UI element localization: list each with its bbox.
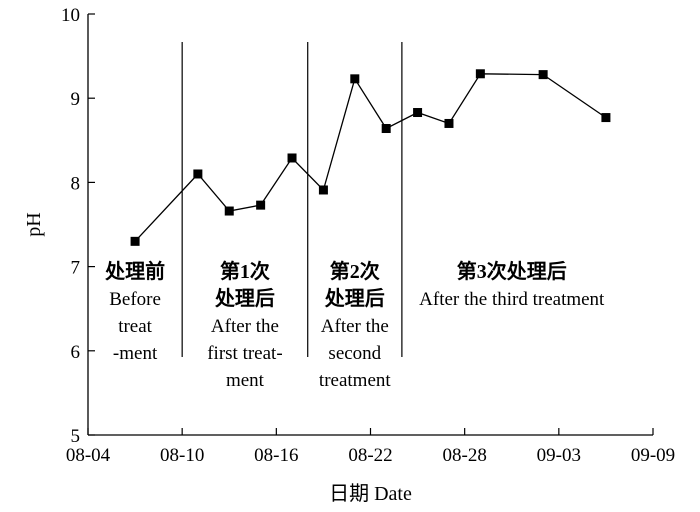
phase-boundaries (181, 42, 403, 357)
y-tick-label: 7 (71, 258, 81, 279)
x-axis-title: 日期 Date (329, 483, 412, 505)
x-tick-label: 08-28 (443, 445, 487, 466)
y-tick-label: 6 (71, 342, 81, 363)
phase-label-cn: 处理后 (214, 286, 275, 310)
data-point (193, 169, 203, 179)
phase-label-en: After the (321, 316, 389, 337)
y-axis-title: pH (23, 212, 45, 236)
phase-label-en: After the (211, 316, 279, 337)
data-point (350, 74, 360, 84)
phase-label-cn: 第1次 (220, 259, 270, 283)
x-tick-label: 09-03 (537, 445, 581, 466)
data-point (381, 124, 391, 134)
y-tick-label: 10 (61, 5, 80, 26)
data-point (413, 108, 423, 118)
data-point (538, 70, 548, 80)
data-point (256, 200, 266, 210)
ph-series-line (134, 73, 607, 242)
x-tick-label: 09-09 (631, 445, 675, 466)
phase-label-en: After the third treatment (419, 289, 605, 310)
series-layer (130, 69, 611, 246)
x-tick-label: 08-22 (348, 445, 392, 466)
data-point (444, 118, 454, 128)
data-point (224, 206, 234, 216)
phase-label-en: -ment (113, 343, 158, 364)
phase-label-cn: 处理后 (324, 286, 385, 310)
x-tick-label: 08-10 (160, 445, 204, 466)
data-point (287, 153, 297, 163)
y-tick-label: 8 (71, 173, 81, 194)
phase-label-en: treatment (319, 370, 391, 391)
phase-label-en: second (328, 343, 381, 364)
phase-label-cn: 第2次 (330, 259, 380, 283)
y-tick-label: 9 (71, 89, 81, 110)
x-tick-label: 08-04 (66, 445, 111, 466)
phase-label-cn: 第3次处理后 (457, 259, 567, 283)
data-point (475, 69, 485, 79)
x-tick-label: 08-16 (254, 445, 298, 466)
phase-label-en: ment (226, 370, 265, 391)
y-tick-label: 5 (71, 426, 81, 447)
data-point (318, 185, 328, 195)
axis-ticks: 08-04 08-10 08-16 08-22 08-28 09-03 09-09 5 6 7 8 9… (61, 5, 675, 466)
phase-label-en: treat (118, 316, 152, 337)
phase-label-en: Before (109, 289, 161, 310)
data-point (601, 113, 611, 123)
phase-label-cn: 处理前 (104, 259, 165, 283)
data-point (130, 236, 140, 246)
phase-label-en: first treat- (207, 343, 282, 364)
